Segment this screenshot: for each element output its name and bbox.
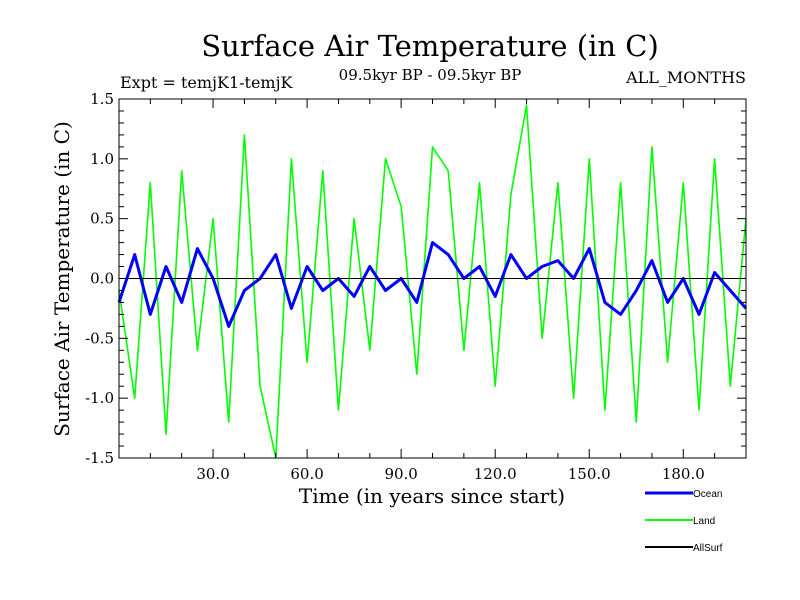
series-line-land — [118, 104, 747, 459]
legend: Ocean Land AllSurf — [645, 489, 723, 554]
plot-area: 30.0 60.0 90.0 120.0 150.0 180.0 1.5 1.0 0.5 0.0… — [85, 90, 748, 483]
series-line-ocean — [117, 241, 748, 328]
x-tick-label: 60.0 — [290, 465, 323, 483]
y-tick-label: -1.0 — [85, 389, 114, 407]
legend-label-allsurf: AllSurf — [693, 543, 723, 554]
y-axis: 1.5 1.0 0.5 0.0 -0.5 -1.0 -1.5 — [85, 90, 746, 467]
x-axis-label: Time (in years since start) — [299, 484, 565, 508]
legend-label-land: Land — [693, 516, 715, 527]
y-axis-label: Surface Air Temperature (in C) — [50, 121, 74, 437]
legend-label-ocean: Ocean — [693, 489, 722, 500]
y-tick-label: 1.5 — [90, 90, 114, 108]
x-tick-label: 90.0 — [384, 465, 417, 483]
chart-subtitle: 09.5kyr BP - 09.5kyr BP — [339, 66, 522, 84]
x-tick-label: 30.0 — [196, 465, 229, 483]
x-tick-label: 120.0 — [474, 465, 517, 483]
expt-label: Expt = temjK1-temjK — [120, 73, 294, 92]
y-tick-label: 0.5 — [90, 210, 114, 228]
x-tick-label: 150.0 — [568, 465, 611, 483]
series-layer — [117, 104, 748, 459]
chart-title: Surface Air Temperature (in C) — [201, 29, 659, 63]
y-tick-label: -1.5 — [85, 449, 114, 467]
y-tick-label: -0.5 — [85, 329, 114, 347]
x-axis: 30.0 60.0 90.0 120.0 150.0 180.0 — [149, 99, 716, 483]
y-tick-label: 0.0 — [90, 270, 114, 288]
months-label: ALL_MONTHS — [625, 68, 746, 87]
y-tick-label: 1.0 — [90, 150, 114, 168]
x-tick-label: 180.0 — [662, 465, 705, 483]
